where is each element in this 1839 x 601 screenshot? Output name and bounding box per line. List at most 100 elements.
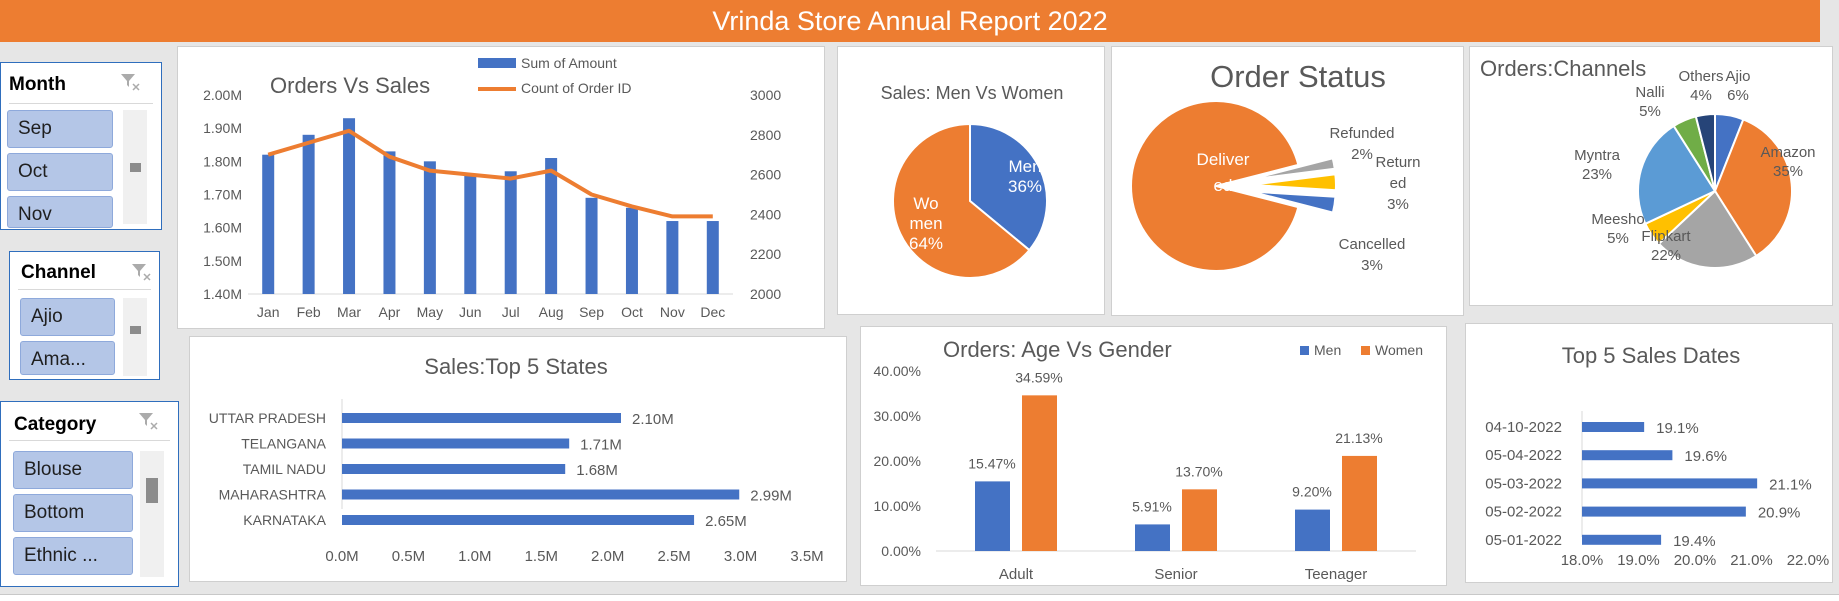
pie-label-line: Flipkart	[1641, 228, 1691, 245]
age-vs-gender-svg: Orders: Age Vs Gender 0.00% 10.00% 20.00% 30…	[874, 337, 1423, 583]
men-bar	[1135, 524, 1170, 551]
legend-label: Sum of Amount	[521, 55, 617, 71]
slicer-item-blouse[interactable]: Blouse	[13, 451, 133, 489]
order-status-chart[interactable]: Order Status Deliver ed Refunded 2% Return ed 3…	[1111, 46, 1464, 316]
sales-bar	[706, 221, 719, 294]
x-tick-label: Dec	[700, 304, 725, 320]
category-label: TAMIL NADU	[243, 461, 326, 477]
pie-label-line: Amazon	[1760, 144, 1815, 161]
x-tick-label: Mar	[337, 304, 361, 320]
bar-value-label: 1.71M	[580, 437, 622, 454]
sales-bar	[262, 154, 275, 294]
pie-label-line: 35%	[1773, 163, 1803, 180]
orders-channels-chart[interactable]: Orders:Channels Ajio 6% Amazon 35% Flipkart 22…	[1469, 46, 1833, 306]
clear-filter-icon[interactable]	[130, 261, 152, 283]
channel-slicer[interactable]: Channel Ajio Ama...	[9, 251, 160, 380]
bar-value-label: 19.6%	[1684, 448, 1727, 465]
pie-label: Ajio 6%	[1725, 68, 1750, 104]
bar-value-label: 21.13%	[1335, 430, 1382, 446]
x-tick-label: 21.0%	[1730, 552, 1773, 569]
category-label: KARNATAKA	[243, 512, 326, 528]
scrollbar-thumb[interactable]	[130, 326, 141, 334]
state-bar	[342, 464, 566, 474]
y2-tick-label: 3000	[750, 87, 781, 103]
bar-value-label: 21.1%	[1769, 476, 1812, 493]
slicer-item-nov[interactable]: Nov	[7, 196, 113, 228]
top5-dates-chart[interactable]: Top 5 Sales Dates 04-10-2022 19.1% 05-04-20…	[1465, 323, 1833, 583]
x-tick-label: 19.0%	[1617, 552, 1660, 569]
y2-tick-label: 2800	[750, 127, 781, 143]
category-slicer[interactable]: Category Blouse Bottom Ethnic ...	[0, 401, 179, 587]
date-bar	[1582, 534, 1662, 545]
x-tick-label: 1.5M	[525, 548, 558, 565]
x-tick-label: Apr	[379, 304, 401, 320]
bar-value-label: 2.10M	[632, 411, 674, 428]
slicer-scrollbar[interactable]	[123, 110, 147, 224]
bar-value-label: 2.99M	[750, 488, 792, 505]
slicer-scrollbar[interactable]	[140, 451, 164, 577]
slicer-item-ajio[interactable]: Ajio	[20, 298, 115, 336]
x-tick-label: 2.5M	[657, 548, 690, 565]
clear-filter-icon[interactable]	[130, 261, 152, 283]
top5-states-chart[interactable]: Sales:Top 5 States UTTAR PRADESH 2.10M TELA…	[189, 336, 847, 582]
age-vs-gender-chart[interactable]: Orders: Age Vs Gender 0.00% 10.00% 20.00% 30…	[860, 326, 1447, 586]
chart-title: Orders: Age Vs Gender	[943, 337, 1172, 362]
pie-label-line: 22%	[1651, 247, 1681, 264]
pie-label-line: Cancelled	[1339, 236, 1406, 253]
pie-slice-returned3	[1250, 173, 1337, 192]
x-tick-label: Jun	[459, 304, 482, 320]
y-tick-label: 40.00%	[874, 363, 921, 379]
category-label: MAHARASHTRA	[219, 487, 327, 503]
scrollbar-thumb[interactable]	[130, 163, 141, 172]
clear-filter-icon[interactable]	[137, 410, 159, 432]
slicer-scrollbar[interactable]	[123, 298, 147, 376]
y2-tick-label: 2600	[750, 167, 781, 183]
sales-bar	[423, 161, 436, 294]
pie-label-line: Men	[1008, 157, 1041, 176]
bar-value-label: 5.91%	[1132, 498, 1172, 514]
scrollbar-thumb[interactable]	[146, 478, 158, 503]
state-bar	[342, 515, 695, 525]
pie-label-line: 64%	[909, 234, 943, 253]
y-tick-label: 1.40M	[203, 286, 242, 302]
report-title: Vrinda Store Annual Report 2022	[0, 0, 1820, 42]
women-bar	[1182, 489, 1217, 551]
men-vs-women-chart[interactable]: Sales: Men Vs Women Men 36% Wo men 64%	[837, 46, 1105, 315]
x-tick-label: 18.0%	[1561, 552, 1604, 569]
clear-filter-icon[interactable]	[119, 71, 141, 93]
x-tick-label: 1.0M	[458, 548, 491, 565]
month-slicer[interactable]: Month Sep Oct Nov	[0, 62, 162, 230]
sheet-tab-bar[interactable]	[0, 594, 1839, 601]
x-tick-label: Teenager	[1305, 566, 1368, 583]
pie-label: Return ed 3%	[1375, 154, 1420, 213]
slicer-item-amazon[interactable]: Ama...	[20, 341, 115, 375]
bar-value-label: 34.59%	[1015, 369, 1062, 385]
slicer-item-bottom[interactable]: Bottom	[13, 494, 133, 532]
y-tick-label: 1.80M	[203, 153, 242, 169]
sales-bar	[504, 171, 517, 294]
pie-slice-men36	[969, 122, 1048, 252]
slicer-item-oct[interactable]: Oct	[7, 153, 113, 191]
x-tick-label: Aug	[539, 304, 564, 320]
month-slicer-title: Month	[9, 74, 66, 95]
women-bar	[1022, 395, 1057, 551]
legend-swatch-men	[1300, 346, 1309, 355]
pie-label-line: 4%	[1690, 87, 1712, 104]
slicer-item-sep[interactable]: Sep	[7, 110, 113, 148]
category-label: UTTAR PRADESH	[209, 410, 326, 426]
x-tick-label: Oct	[621, 304, 643, 320]
pie-label-line: men	[909, 214, 942, 233]
clear-filter-icon[interactable]	[137, 410, 159, 432]
pie-label-line: Deliver	[1197, 150, 1250, 169]
clear-filter-icon[interactable]	[119, 71, 141, 93]
orders-vs-sales-chart[interactable]: Orders Vs Sales 1.40M 1.50M 1.60M 1.70M 1.80M…	[177, 46, 825, 329]
state-bar	[342, 413, 621, 423]
pie-label-line: 23%	[1582, 166, 1612, 183]
pie-label: Nalli 5%	[1635, 84, 1664, 120]
sales-bar	[464, 174, 477, 294]
y2-tick-label: 2000	[750, 286, 781, 302]
date-bar	[1582, 478, 1758, 489]
pie-label-line: Meesho	[1591, 211, 1644, 228]
slicer-item-ethnic[interactable]: Ethnic ...	[13, 537, 133, 575]
pie-slice-flipkart	[1657, 189, 1758, 269]
